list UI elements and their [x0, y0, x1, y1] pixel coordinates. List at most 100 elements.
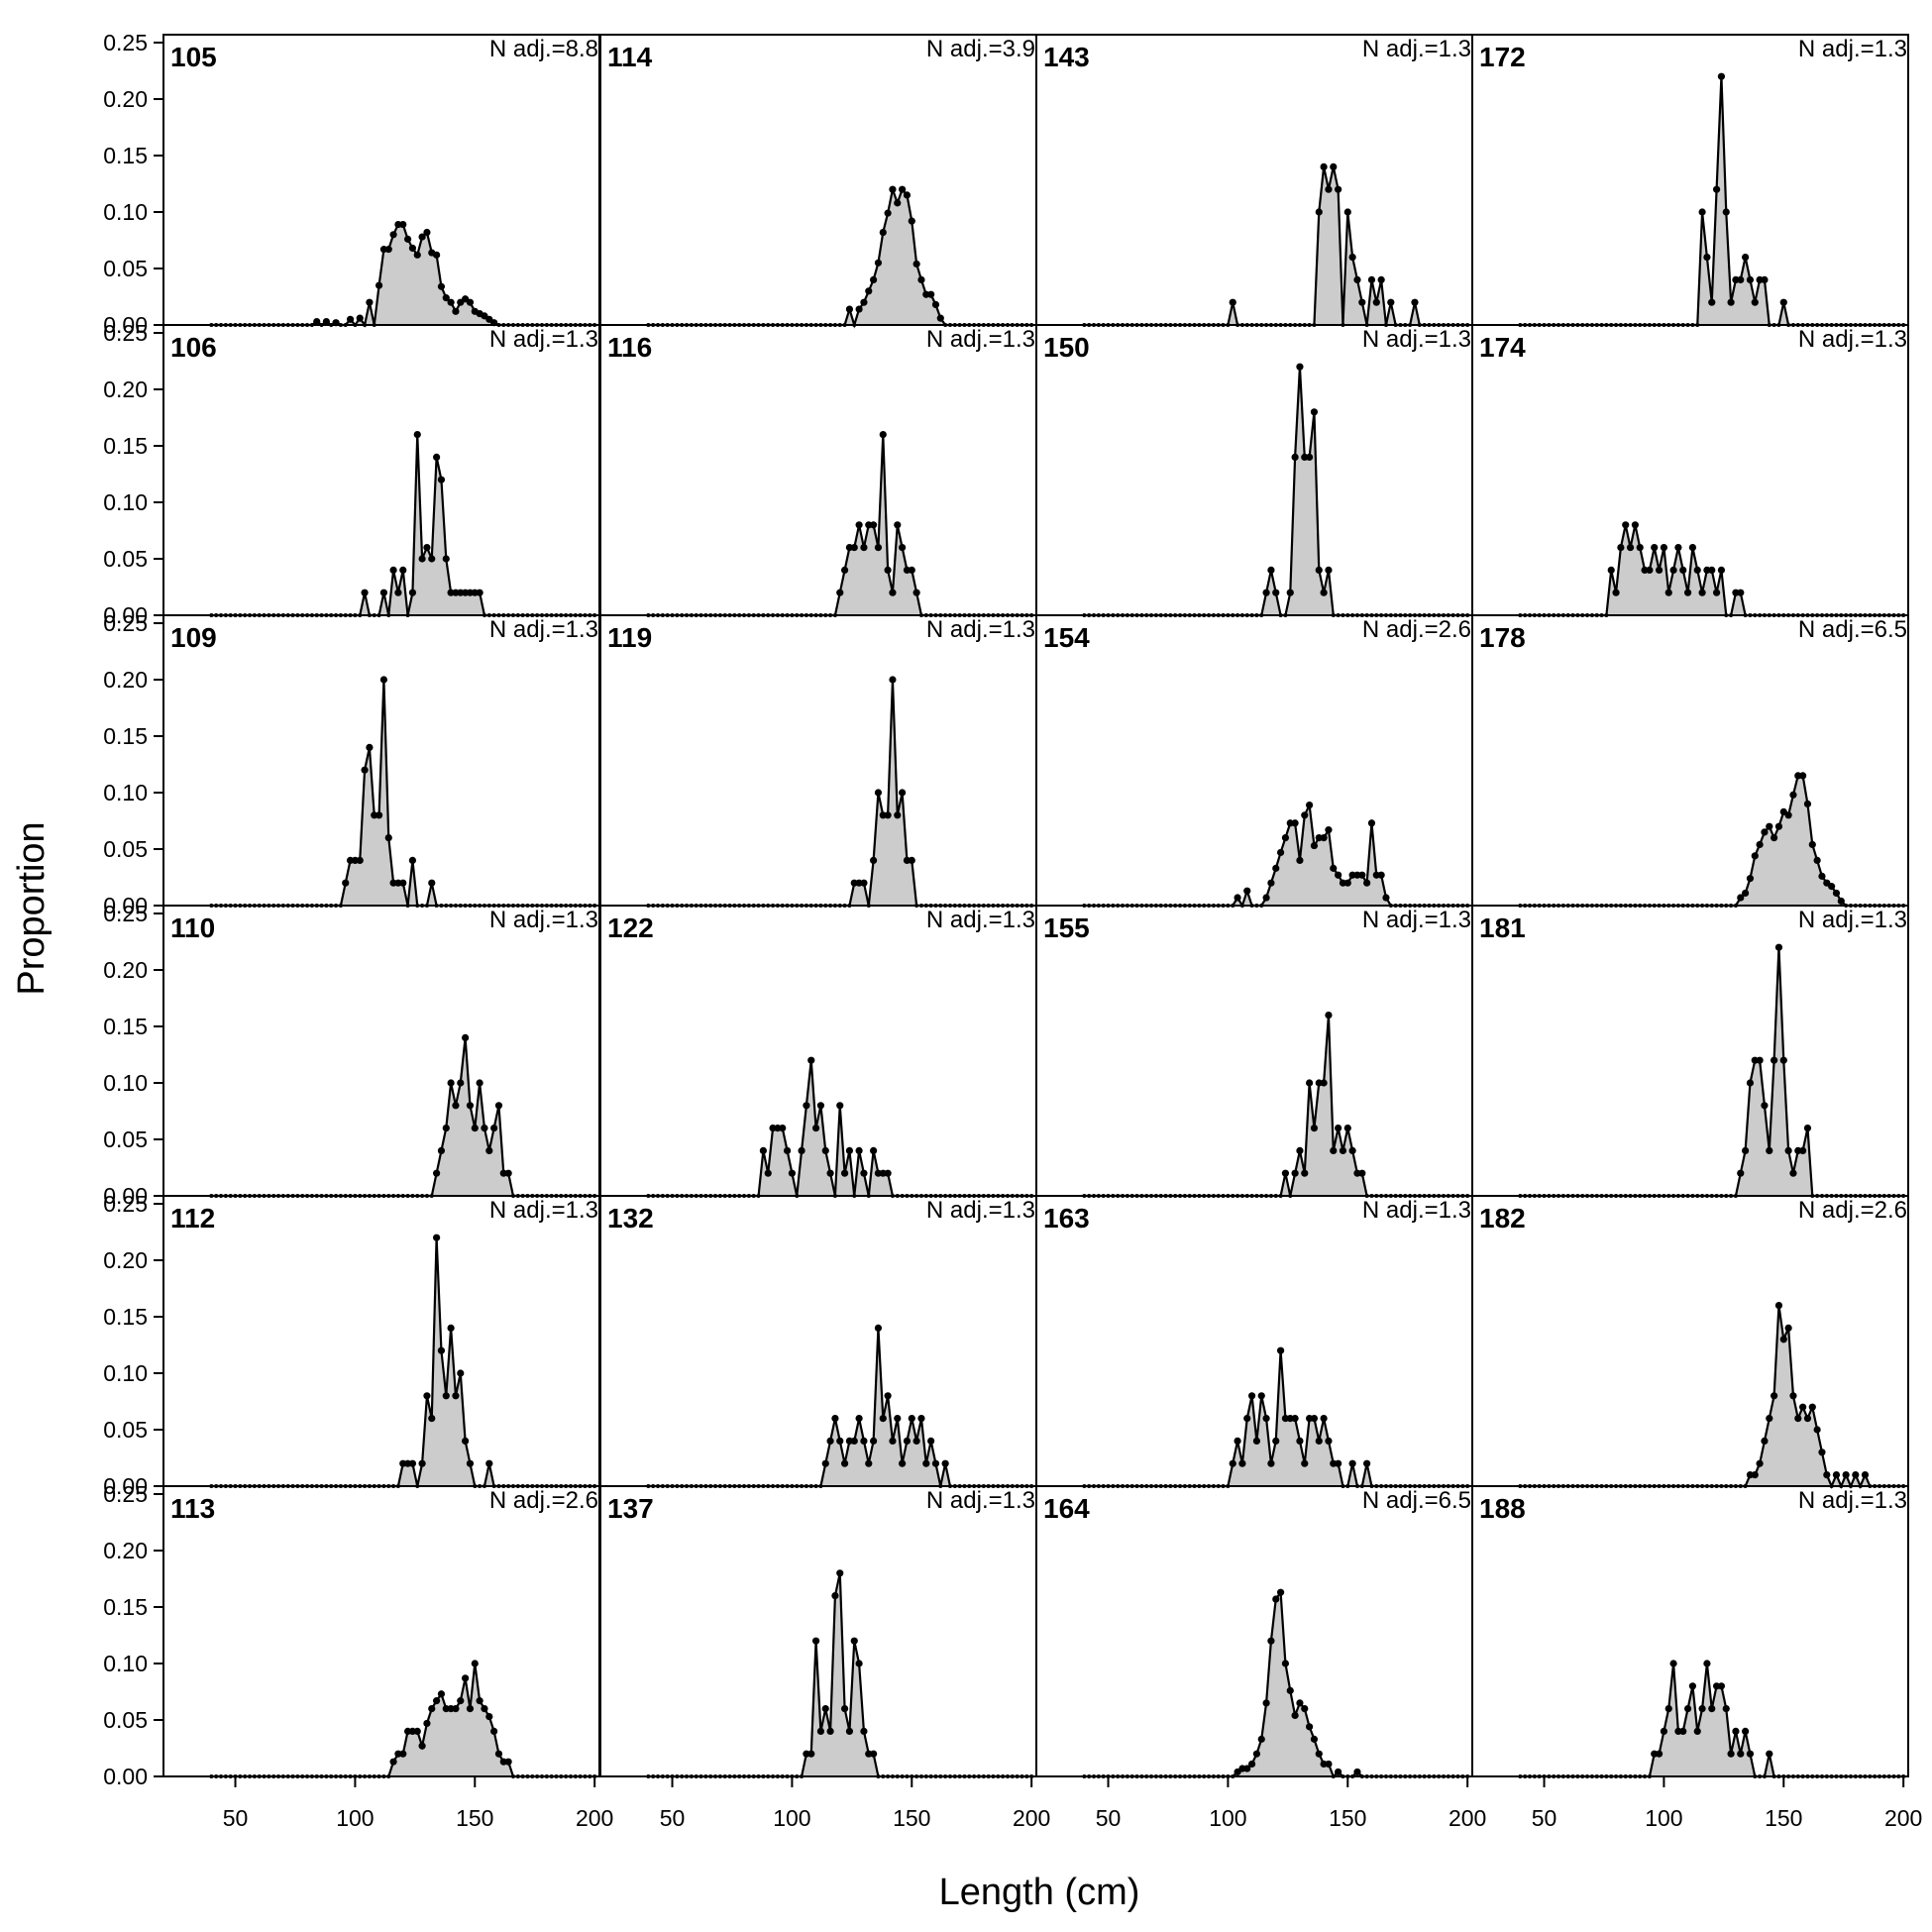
panel-border [1471, 614, 1909, 907]
data-point [361, 589, 369, 596]
data-point [346, 315, 355, 323]
data-point [1296, 1437, 1304, 1445]
y-tick-label: 0.25 [103, 320, 148, 346]
data-point [798, 1146, 805, 1154]
data-point [1286, 589, 1294, 596]
n-adj-label: N adj.=1.3 [1362, 326, 1471, 353]
data-point [1789, 791, 1797, 799]
n-adj-label: N adj.=1.3 [1798, 907, 1907, 933]
data-point [1698, 208, 1706, 216]
data-point [855, 1415, 863, 1423]
data-point [1310, 1125, 1319, 1132]
series-line [1520, 774, 1904, 908]
area-fill [211, 224, 595, 325]
y-tick-label: 0.15 [103, 143, 148, 168]
data-point [433, 453, 441, 461]
n-adj-label: N adj.=2.6 [489, 1487, 598, 1514]
data-point [485, 1459, 493, 1467]
data-point [1737, 275, 1745, 283]
data-point [452, 1705, 460, 1713]
data-point [1335, 185, 1342, 193]
panel-id-label: 113 [170, 1493, 215, 1524]
area-fill [1084, 1592, 1468, 1776]
x-tick-label: 50 [223, 1805, 249, 1831]
data-point [1612, 589, 1620, 596]
panel-border [162, 1485, 600, 1777]
data-point [1377, 275, 1385, 283]
data-point [442, 294, 450, 302]
data-point [1712, 589, 1721, 596]
data-point [840, 1705, 849, 1713]
n-adj-label: N adj.=1.3 [926, 326, 1035, 353]
data-point [1262, 589, 1270, 596]
area-fill [211, 680, 595, 906]
panel-border [1035, 905, 1473, 1197]
data-point [894, 521, 902, 529]
data-point [1272, 589, 1280, 596]
data-point [356, 856, 364, 865]
y-tick-label: 0.00 [103, 1183, 148, 1209]
data-point [1746, 875, 1755, 883]
data-point [1742, 1146, 1750, 1154]
data-point [462, 1437, 470, 1445]
series-line [1520, 76, 1904, 327]
data-point [1703, 254, 1711, 262]
data-point [1779, 1336, 1787, 1343]
data-point [413, 1727, 421, 1735]
data-point [845, 1146, 854, 1154]
y-tick-label: 0.05 [103, 1707, 148, 1733]
data-point [874, 544, 883, 552]
x-tick-label: 200 [1013, 1805, 1050, 1831]
n-adj-label: N adj.=1.3 [489, 616, 598, 643]
x-tick-label: 200 [1884, 1805, 1922, 1831]
data-point [903, 191, 912, 199]
data-point [1306, 453, 1314, 461]
data-point [1315, 1750, 1323, 1758]
data-point [1234, 1437, 1241, 1445]
data-point [481, 1125, 488, 1132]
data-point [1372, 298, 1380, 306]
data-point [433, 1697, 441, 1705]
data-point [1276, 1588, 1285, 1596]
data-point [494, 1750, 503, 1758]
data-point [1761, 1437, 1769, 1445]
data-point [1310, 408, 1319, 416]
y-tick-label: 0.15 [103, 1594, 148, 1620]
data-point [1238, 1459, 1246, 1467]
data-point [1358, 298, 1366, 306]
area-fill [648, 1060, 1032, 1196]
data-point [428, 879, 436, 887]
data-point [1296, 363, 1304, 371]
x-tick-label: 200 [576, 1805, 613, 1831]
data-point [764, 1169, 772, 1177]
data-point [1272, 864, 1280, 872]
data-point [1708, 298, 1716, 306]
data-point [1799, 772, 1807, 780]
data-point [1353, 275, 1361, 283]
data-point [1262, 1699, 1270, 1707]
data-point [399, 879, 407, 887]
data-point [894, 199, 902, 207]
data-point [1325, 185, 1333, 193]
y-tick-label: 0.25 [103, 1481, 148, 1507]
data-point [1252, 1750, 1261, 1758]
data-point [1306, 801, 1314, 809]
data-point [1353, 1768, 1361, 1776]
data-point [908, 566, 915, 575]
data-point [413, 431, 421, 439]
data-point [1310, 1735, 1319, 1743]
panel-112: 112 N adj.=1.3 [162, 1195, 600, 1488]
y-tick-label: 0.05 [103, 256, 148, 281]
area-fill [648, 680, 1032, 906]
data-point [1832, 1471, 1841, 1479]
data-point [811, 1125, 820, 1132]
panel-122: 122 N adj.=1.3 [599, 905, 1037, 1198]
data-point [1737, 894, 1745, 902]
y-tick-label: 0.00 [103, 312, 148, 338]
area-fill [1084, 805, 1468, 906]
data-point [1243, 1765, 1251, 1772]
y-tick-label: 0.20 [103, 1247, 148, 1273]
panel-110: 110 N adj.=1.3 [162, 905, 600, 1198]
data-point [1229, 298, 1236, 306]
